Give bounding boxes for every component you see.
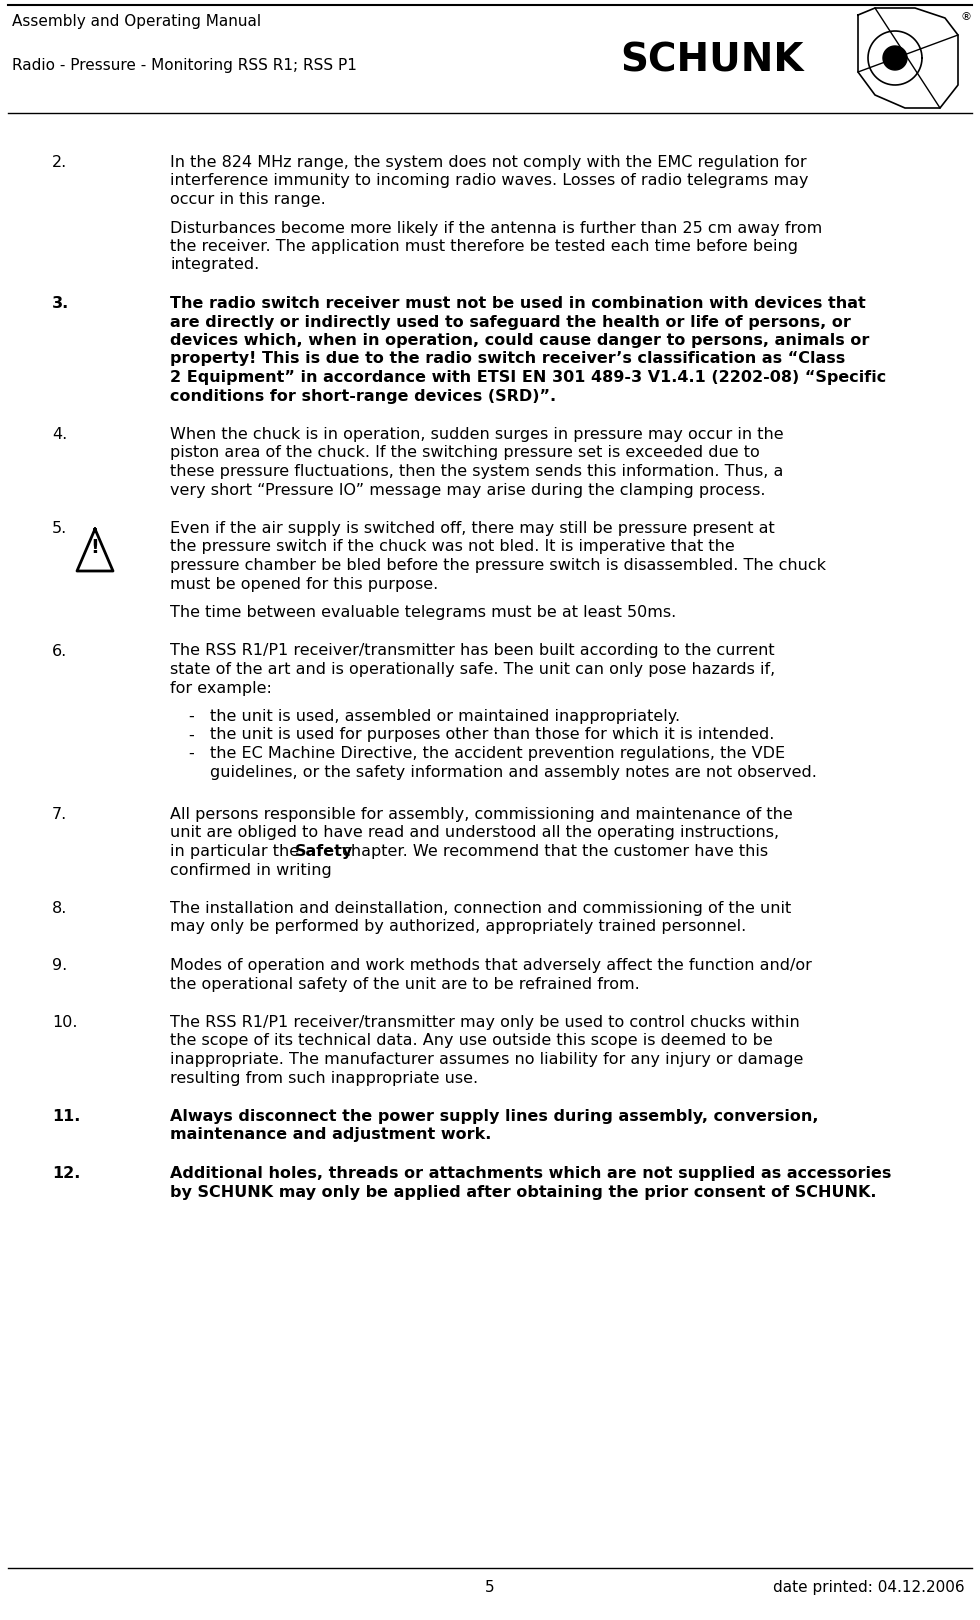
Text: The radio switch receiver must not be used in combination with devices that: The radio switch receiver must not be us… [170,296,865,311]
Text: in particular the: in particular the [170,844,304,859]
Text: inappropriate. The manufacturer assumes no liability for any injury or damage: inappropriate. The manufacturer assumes … [170,1051,804,1068]
Text: very short “Pressure IO” message may arise during the clamping process.: very short “Pressure IO” message may ari… [170,483,765,497]
Text: Disturbances become more likely if the antenna is further than 25 cm away from: Disturbances become more likely if the a… [170,220,822,235]
Text: The RSS R1/P1 receiver/transmitter may only be used to control chucks within: The RSS R1/P1 receiver/transmitter may o… [170,1016,800,1030]
Text: In the 824 MHz range, the system does not comply with the EMC regulation for: In the 824 MHz range, the system does no… [170,156,807,170]
Text: Even if the air supply is switched off, there may still be pressure present at: Even if the air supply is switched off, … [170,522,775,536]
Text: guidelines, or the safety information and assembly notes are not observed.: guidelines, or the safety information an… [210,765,817,779]
Text: ®: ® [960,11,971,23]
Text: unit are obliged to have read and understood all the operating instructions,: unit are obliged to have read and unders… [170,826,779,841]
Text: the unit is used, assembled or maintained inappropriately.: the unit is used, assembled or maintaine… [210,710,680,724]
Text: The installation and deinstallation, connection and commissioning of the unit: The installation and deinstallation, con… [170,901,791,915]
Text: 2.: 2. [52,156,68,170]
Text: 2 Equipment” in accordance with ETSI EN 301 489-3 V1.4.1 (2202-08) “Specific: 2 Equipment” in accordance with ETSI EN … [170,369,886,386]
Text: integrated.: integrated. [170,258,260,272]
Text: Additional holes, threads or attachments which are not supplied as accessories: Additional holes, threads or attachments… [170,1166,892,1181]
Text: 11.: 11. [52,1110,80,1124]
Text: the unit is used for purposes other than those for which it is intended.: the unit is used for purposes other than… [210,727,774,742]
Text: are directly or indirectly used to safeguard the health or life of persons, or: are directly or indirectly used to safeg… [170,314,851,329]
Text: the receiver. The application must therefore be tested each time before being: the receiver. The application must there… [170,240,798,254]
Text: SCHUNK: SCHUNK [620,40,804,79]
Text: All persons responsible for assembly, commissioning and maintenance of the: All persons responsible for assembly, co… [170,807,793,821]
Text: 5: 5 [485,1580,495,1596]
Text: When the chuck is in operation, sudden surges in pressure may occur in the: When the chuck is in operation, sudden s… [170,428,784,442]
Text: The RSS R1/P1 receiver/transmitter has been built according to the current: The RSS R1/P1 receiver/transmitter has b… [170,643,774,658]
Text: 7.: 7. [52,807,68,821]
Text: property! This is due to the radio switch receiver’s classification as “Class: property! This is due to the radio switc… [170,352,845,366]
Text: 3.: 3. [52,296,70,311]
Text: date printed: 04.12.2006: date printed: 04.12.2006 [773,1580,965,1596]
Text: the operational safety of the unit are to be refrained from.: the operational safety of the unit are t… [170,977,640,991]
Text: The time between evaluable telegrams must be at least 50ms.: The time between evaluable telegrams mus… [170,604,676,620]
Text: chapter. We recommend that the customer have this: chapter. We recommend that the customer … [337,844,768,859]
Text: 12.: 12. [52,1166,80,1181]
Text: for example:: for example: [170,680,271,695]
Text: resulting from such inappropriate use.: resulting from such inappropriate use. [170,1071,478,1085]
Text: confirmed in writing: confirmed in writing [170,862,332,878]
Text: 4.: 4. [52,428,68,442]
Text: piston area of the chuck. If the switching pressure set is exceeded due to: piston area of the chuck. If the switchi… [170,446,760,460]
Text: Modes of operation and work methods that adversely affect the function and/or: Modes of operation and work methods that… [170,957,811,974]
Text: 6.: 6. [52,643,68,658]
Text: Assembly and Operating Manual: Assembly and Operating Manual [12,15,261,29]
Text: -: - [188,745,194,761]
Text: the pressure switch if the chuck was not bled. It is imperative that the: the pressure switch if the chuck was not… [170,539,735,554]
Text: may only be performed by authorized, appropriately trained personnel.: may only be performed by authorized, app… [170,920,746,935]
Text: 5.: 5. [52,522,68,536]
Text: conditions for short-range devices (SRD)”.: conditions for short-range devices (SRD)… [170,389,556,403]
Text: -: - [188,727,194,742]
Text: by SCHUNK may only be applied after obtaining the prior consent of SCHUNK.: by SCHUNK may only be applied after obta… [170,1184,876,1199]
Text: occur in this range.: occur in this range. [170,193,325,207]
Text: Always disconnect the power supply lines during assembly, conversion,: Always disconnect the power supply lines… [170,1110,818,1124]
Text: 9.: 9. [52,957,68,974]
Text: pressure chamber be bled before the pressure switch is disassembled. The chuck: pressure chamber be bled before the pres… [170,557,826,573]
Text: Radio - Pressure - Monitoring RSS R1; RSS P1: Radio - Pressure - Monitoring RSS R1; RS… [12,58,357,73]
Text: the EC Machine Directive, the accident prevention regulations, the VDE: the EC Machine Directive, the accident p… [210,745,785,761]
Text: devices which, when in operation, could cause danger to persons, animals or: devices which, when in operation, could … [170,334,869,348]
Text: -: - [188,710,194,724]
Text: interference immunity to incoming radio waves. Losses of radio telegrams may: interference immunity to incoming radio … [170,173,808,188]
Text: state of the art and is operationally safe. The unit can only pose hazards if,: state of the art and is operationally sa… [170,663,775,677]
Text: 8.: 8. [52,901,68,915]
Text: !: ! [90,538,99,557]
Text: the scope of its technical data. Any use outside this scope is deemed to be: the scope of its technical data. Any use… [170,1034,773,1048]
Text: must be opened for this purpose.: must be opened for this purpose. [170,577,438,591]
Text: 10.: 10. [52,1016,77,1030]
Polygon shape [883,45,907,70]
Text: Safety: Safety [295,844,354,859]
Text: maintenance and adjustment work.: maintenance and adjustment work. [170,1128,491,1142]
Text: these pressure fluctuations, then the system sends this information. Thus, a: these pressure fluctuations, then the sy… [170,463,783,480]
